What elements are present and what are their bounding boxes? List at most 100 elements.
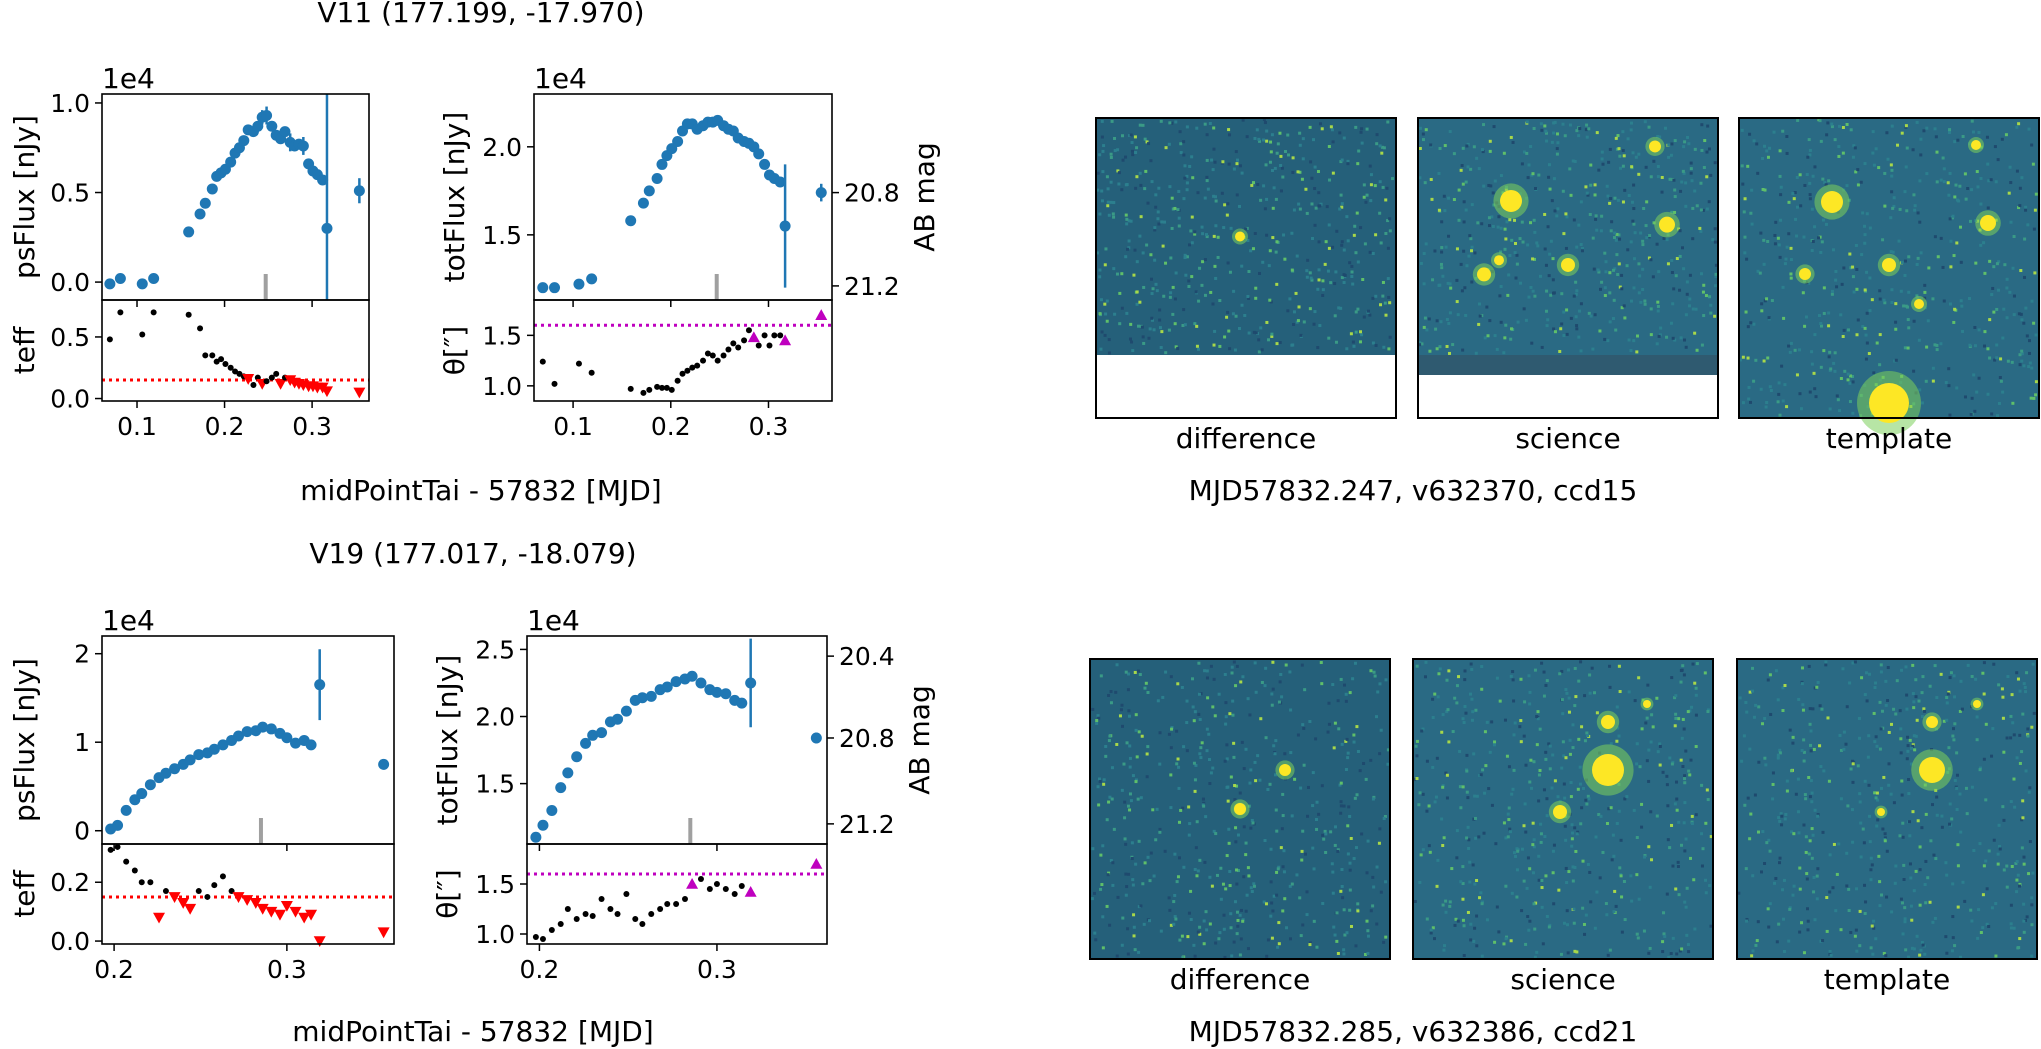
stamp-label: science xyxy=(1510,963,1615,996)
noise-pixel xyxy=(1138,171,1142,175)
noise-pixel xyxy=(1116,169,1120,173)
noise-pixel xyxy=(1107,800,1111,804)
noise-pixel xyxy=(1665,892,1669,896)
noise-pixel xyxy=(1280,827,1284,831)
source-core xyxy=(1477,267,1491,282)
noise-pixel xyxy=(1705,175,1709,179)
noise-pixel xyxy=(1241,918,1245,922)
noise-pixel xyxy=(1754,703,1758,707)
noise-pixel xyxy=(1203,196,1207,200)
noise-pixel xyxy=(2023,275,2027,279)
teff-point xyxy=(131,867,138,874)
noise-pixel xyxy=(1377,841,1381,845)
noise-pixel xyxy=(1329,125,1333,129)
noise-pixel xyxy=(1599,287,1603,291)
noise-pixel xyxy=(1126,927,1130,931)
noise-pixel xyxy=(1614,238,1618,242)
noise-pixel xyxy=(1950,817,1954,821)
noise-pixel xyxy=(1532,127,1536,131)
noise-pixel xyxy=(1604,270,1608,274)
noise-pixel xyxy=(1643,302,1647,306)
noise-pixel xyxy=(1585,731,1589,735)
noise-pixel xyxy=(1655,242,1659,246)
noise-pixel xyxy=(1987,179,1991,183)
noise-pixel xyxy=(1270,133,1274,137)
noise-pixel xyxy=(2030,903,2034,907)
teff-limit-marker xyxy=(305,909,318,921)
noise-pixel xyxy=(1899,289,1903,293)
source-core xyxy=(1914,299,1924,309)
noise-pixel xyxy=(1138,300,1142,304)
noise-pixel xyxy=(1445,678,1449,682)
noise-pixel xyxy=(1237,326,1241,330)
noise-pixel xyxy=(1743,235,1747,239)
noise-pixel xyxy=(1904,665,1908,669)
noise-pixel xyxy=(1254,331,1258,335)
noise-pixel xyxy=(1751,689,1755,693)
noise-pixel xyxy=(1127,714,1131,718)
noise-pixel xyxy=(1324,832,1328,836)
noise-pixel xyxy=(1921,675,1925,679)
noise-pixel xyxy=(1336,848,1340,852)
noise-pixel xyxy=(1192,719,1196,723)
teff-limit-marker xyxy=(232,892,245,903)
noise-pixel xyxy=(1283,149,1287,153)
noise-pixel xyxy=(1208,875,1212,879)
noise-pixel xyxy=(1630,899,1634,903)
noise-pixel xyxy=(1097,716,1101,720)
noise-pixel xyxy=(1194,290,1198,294)
noise-pixel xyxy=(1701,290,1705,294)
noise-pixel xyxy=(1384,313,1388,317)
noise-pixel xyxy=(1871,130,1875,134)
noise-pixel xyxy=(1965,812,1969,816)
noise-pixel xyxy=(1306,785,1310,789)
noise-pixel xyxy=(1356,909,1360,913)
noise-pixel xyxy=(1912,889,1916,893)
noise-pixel xyxy=(1990,906,1994,910)
noise-pixel xyxy=(1785,779,1789,783)
noise-pixel xyxy=(1543,247,1547,251)
ab-mag-label: AB mag xyxy=(903,685,936,794)
noise-pixel xyxy=(1107,351,1111,355)
noise-pixel xyxy=(1101,946,1105,950)
noise-pixel xyxy=(1803,324,1807,328)
noise-pixel xyxy=(1565,308,1569,312)
seeing-point xyxy=(588,369,595,376)
teff-point xyxy=(209,352,216,359)
flux-point xyxy=(266,120,278,132)
noise-pixel xyxy=(1418,340,1422,344)
noise-pixel xyxy=(1099,298,1103,302)
noise-pixel xyxy=(1800,666,1804,670)
noise-pixel xyxy=(1945,718,1949,722)
noise-pixel xyxy=(1132,925,1136,929)
noise-pixel xyxy=(1193,232,1197,236)
seeing-y-label: θ[″] xyxy=(431,869,464,918)
noise-pixel xyxy=(1098,275,1102,279)
noise-pixel xyxy=(1857,716,1861,720)
noise-pixel xyxy=(1893,881,1897,885)
noise-pixel xyxy=(1362,195,1366,199)
noise-pixel xyxy=(1161,244,1165,248)
noise-pixel xyxy=(1808,197,1812,201)
noise-pixel xyxy=(1128,337,1132,341)
noise-pixel xyxy=(1874,681,1878,685)
noise-pixel xyxy=(1109,701,1113,705)
noise-pixel xyxy=(1276,142,1280,146)
noise-pixel xyxy=(1274,739,1278,743)
noise-pixel xyxy=(1571,746,1575,750)
noise-pixel xyxy=(1276,945,1280,949)
noise-pixel xyxy=(1539,832,1543,836)
noise-pixel xyxy=(1824,222,1828,226)
noise-pixel xyxy=(1320,682,1324,686)
noise-pixel xyxy=(1141,123,1145,127)
noise-pixel xyxy=(1562,921,1566,925)
noise-pixel xyxy=(1649,810,1653,814)
noise-pixel xyxy=(1197,661,1201,665)
noise-pixel xyxy=(1706,124,1710,128)
teff-limit-marker xyxy=(377,927,390,939)
noise-pixel xyxy=(1765,149,1769,153)
noise-pixel xyxy=(1645,716,1649,720)
flux-point xyxy=(144,779,156,791)
noise-pixel xyxy=(1540,345,1544,349)
